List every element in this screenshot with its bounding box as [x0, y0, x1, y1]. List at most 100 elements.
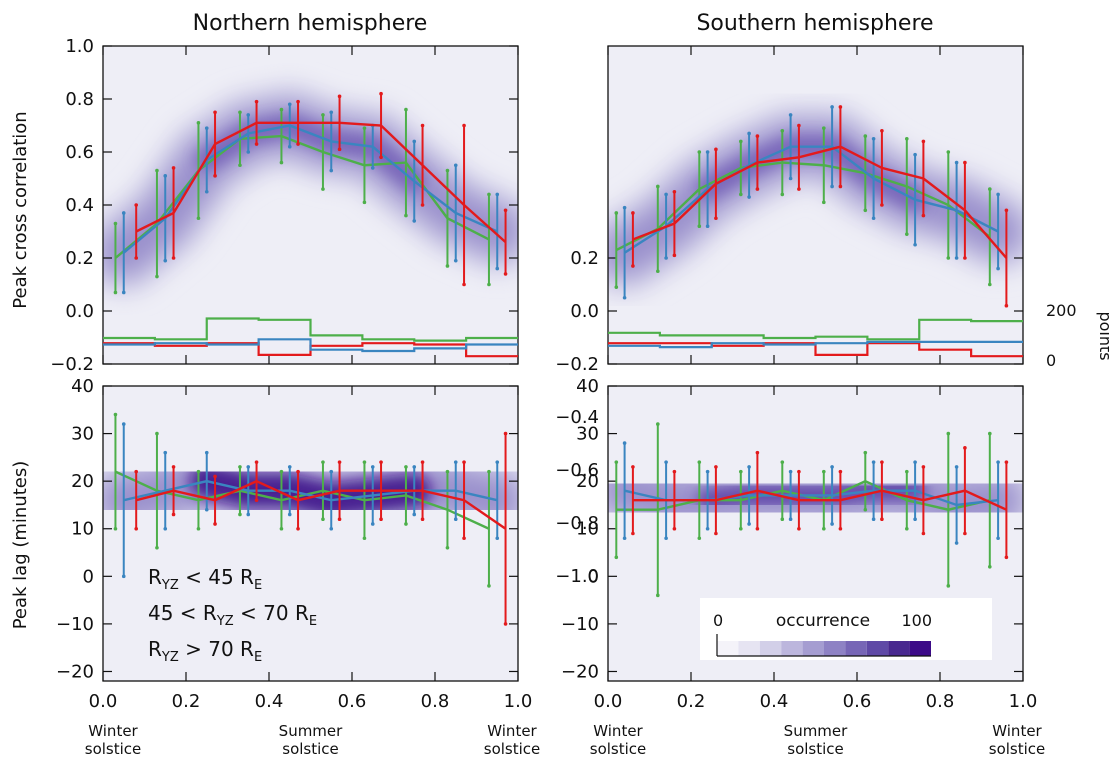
error-cap: [714, 465, 718, 469]
colorbar-swatch: [717, 641, 739, 656]
error-cap: [337, 94, 342, 99]
error-cap: [880, 129, 884, 133]
error-cap: [196, 526, 201, 531]
series-green: [113, 107, 491, 295]
error-cap: [739, 139, 743, 144]
colorbar-swatch: [802, 641, 824, 656]
error-cap: [739, 469, 743, 474]
error-cap: [863, 507, 868, 512]
histogram-green: [103, 317, 518, 342]
error-cap: [996, 536, 1000, 541]
colorbar-swatches: [717, 641, 931, 656]
error-cap: [445, 168, 450, 173]
error-cap: [963, 446, 967, 450]
plot-frame: [102, 385, 519, 682]
x-tick-label: 0.8: [421, 691, 450, 712]
ylabel-correlation: Peak cross correlation: [10, 111, 31, 308]
error-cap: [714, 531, 718, 536]
error-cap: [672, 526, 677, 531]
error-cap: [780, 129, 785, 133]
error-cap: [1004, 460, 1009, 464]
plot-frame: [607, 385, 1024, 682]
error-cap: [113, 221, 118, 226]
error-cap: [329, 469, 334, 474]
legend-red-sub2: E: [254, 578, 262, 593]
error-cap: [954, 465, 959, 469]
error-cap: [780, 460, 785, 464]
error-cap: [238, 110, 242, 115]
error-cap: [296, 99, 300, 104]
series-red: [134, 91, 508, 287]
error-cap: [204, 126, 209, 130]
error-cap: [697, 536, 702, 541]
histogram-blue: [103, 338, 518, 353]
error-cap: [196, 216, 201, 221]
y-tick-label: 0.0: [65, 301, 94, 322]
series-line-green: [114, 470, 490, 530]
error-cap: [954, 541, 959, 545]
error-cap: [134, 256, 138, 260]
x-tick-label: 0.4: [760, 691, 789, 712]
colorbar: 0 occurrence 100: [700, 598, 992, 660]
series-line-red: [135, 121, 507, 243]
error-cap: [279, 526, 284, 531]
error-cap: [254, 498, 259, 502]
legend-blue-sub2: E: [309, 614, 317, 629]
series-line-red: [135, 479, 507, 530]
error-cap: [171, 166, 176, 170]
error-cap: [871, 216, 876, 221]
error-cap: [404, 465, 408, 469]
error-cap: [614, 555, 619, 560]
y-tick-label: 30: [71, 424, 94, 445]
error-cap: [246, 113, 251, 117]
y-tick-label: 0.4: [65, 195, 94, 216]
error-cap: [1004, 208, 1009, 213]
error-cap: [370, 166, 375, 170]
error-cap: [238, 512, 242, 517]
series-green: [614, 126, 992, 289]
error-cap: [213, 110, 217, 115]
error-cap: [379, 460, 383, 464]
error-cap: [946, 431, 951, 436]
series-line-red: [632, 145, 1008, 259]
error-cap: [946, 584, 951, 588]
error-cap: [614, 460, 619, 464]
error-cap: [822, 126, 826, 130]
error-cap: [379, 91, 383, 96]
error-cap: [963, 160, 967, 165]
colorbar-swatch: [781, 641, 803, 656]
error-cap: [412, 139, 417, 144]
error-cap: [614, 285, 619, 289]
error-cap: [755, 450, 760, 455]
error-cap: [697, 224, 702, 228]
error-cap: [988, 282, 992, 287]
colorbar-title: occurrence: [776, 611, 870, 631]
points-histogram: [103, 317, 518, 358]
error-cap: [656, 184, 660, 189]
error-cap: [487, 469, 491, 474]
legend-entry-red: RYZ < 45 RE: [148, 565, 262, 593]
error-cap: [246, 512, 251, 517]
error-cap: [254, 460, 259, 464]
legend-blue-sub: YZ: [216, 614, 234, 629]
error-cap: [287, 512, 292, 517]
error-cap: [755, 526, 760, 531]
error-cap: [921, 465, 926, 469]
error-cap: [420, 203, 425, 207]
error-cap: [631, 465, 635, 469]
y-tick-label: 40: [576, 376, 599, 397]
legend-blue-lead: 45 <: [148, 601, 203, 625]
error-cap: [622, 205, 627, 210]
colorbar-swatch: [845, 641, 867, 656]
error-cap: [238, 465, 242, 469]
error-cap: [838, 184, 843, 189]
x-tick-label: 1.0: [504, 691, 533, 712]
y-tick-label: −0.8: [555, 513, 599, 534]
error-cap: [830, 522, 834, 526]
season-label-line1: Summer: [279, 722, 343, 740]
y-tick-label: 0: [83, 566, 94, 587]
error-cap: [163, 450, 168, 455]
error-cap: [404, 107, 408, 112]
error-cap: [495, 460, 500, 464]
